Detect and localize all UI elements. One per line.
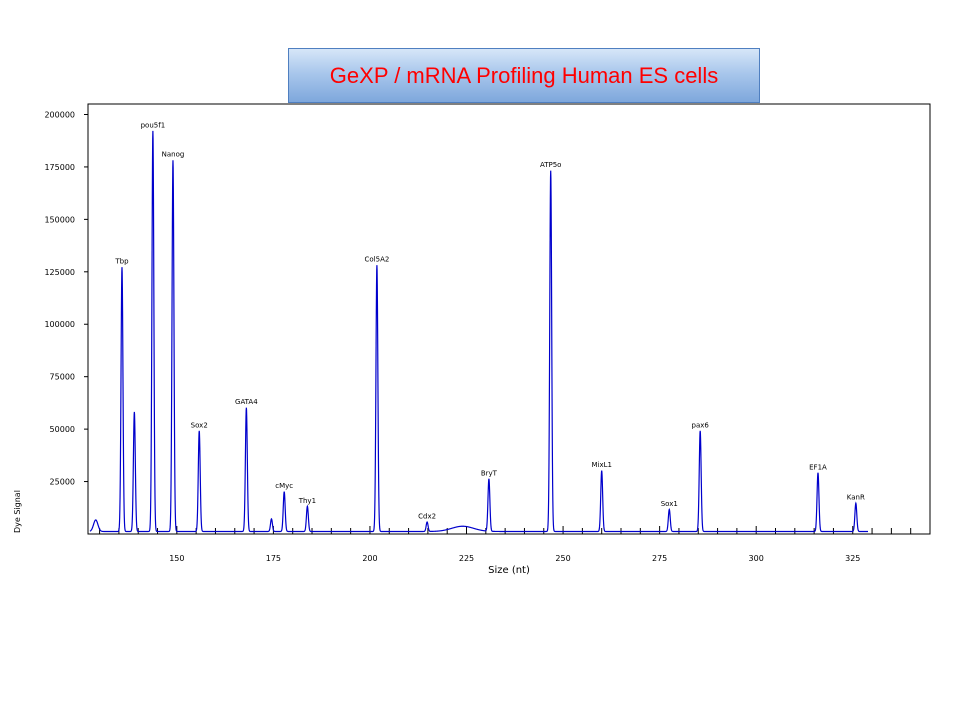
- x-axis-label: Size (nt): [488, 565, 530, 576]
- y-axis-label: Dye Signal: [13, 490, 22, 533]
- chart-title-box: GeXP / mRNA Profiling Human ES cells: [288, 48, 760, 103]
- peak-label: Sox1: [661, 500, 678, 508]
- peak-label: cMyc: [275, 482, 293, 490]
- signal-trace: [89, 130, 869, 533]
- y-tick-label: 50000: [50, 425, 75, 434]
- x-tick-label: 175: [266, 554, 281, 563]
- peak-label: Col5A2: [365, 256, 390, 264]
- peak-label: Nanog: [162, 151, 185, 159]
- x-tick-label: 200: [362, 554, 377, 563]
- peak-label: BryT: [481, 470, 498, 478]
- x-tick-label: 275: [652, 554, 667, 563]
- plot-area: [87, 103, 931, 535]
- x-tick-label: 300: [749, 554, 764, 563]
- peak-label: Tbp: [114, 258, 129, 266]
- y-tick-label: 150000: [44, 215, 75, 224]
- peak-label: pax6: [692, 421, 710, 429]
- peak-label: ATP5o: [540, 161, 561, 169]
- x-tick-label: 225: [459, 554, 474, 563]
- y-tick-label: 200000: [44, 110, 75, 119]
- peak-label: Cdx2: [418, 513, 436, 521]
- chart-title: GeXP / mRNA Profiling Human ES cells: [329, 62, 719, 88]
- peak-label: Sox2: [191, 421, 208, 429]
- x-tick-label: 150: [169, 554, 184, 563]
- y-axis: 25000 50000 75000 100000 125000 150000 175000 2…: [44, 110, 88, 487]
- peak-label: KanR: [847, 494, 865, 502]
- y-tick-label: 175000: [44, 163, 75, 172]
- y-tick-label: 125000: [44, 268, 75, 277]
- peak-label: GATA4: [235, 398, 258, 406]
- y-tick-label: 25000: [50, 478, 75, 487]
- peak-labels: Tbp pou5f1 Nanog Sox2 GATA4 cMyc Thy1 Col5A2 Cdx…: [114, 121, 865, 520]
- peak-label: pou5f1: [141, 121, 166, 129]
- peak-label: Thy1: [298, 497, 316, 505]
- y-tick-label: 75000: [50, 373, 75, 382]
- peak-label: EF1A: [809, 463, 827, 471]
- x-tick-label: 250: [555, 554, 570, 563]
- x-tick-label: 325: [845, 554, 860, 563]
- peak-label: MixL1: [591, 461, 611, 469]
- y-tick-label: 100000: [44, 320, 75, 329]
